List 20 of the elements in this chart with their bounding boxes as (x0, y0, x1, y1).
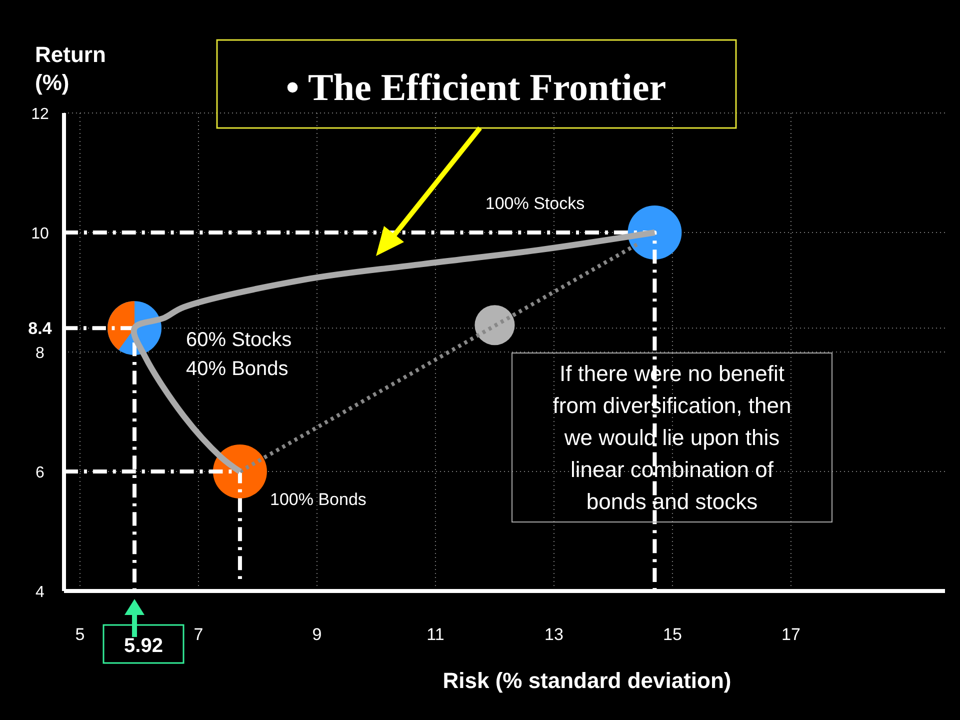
y-axis-title: Return (%) (35, 42, 106, 95)
y-tick-label: 8 (36, 345, 45, 362)
chart-title: • The Efficient Frontier (286, 67, 666, 109)
y-tick-label: 6 (36, 464, 45, 482)
annotation: 100% Stocks (485, 194, 585, 213)
x-tick-label: 17 (781, 625, 800, 644)
annotation: 100% Bonds (270, 490, 366, 509)
annotation: 60% Stocks 40% Bonds (186, 329, 292, 380)
x-tick-label: 7 (194, 625, 204, 644)
y-tick-label: 4 (36, 584, 45, 601)
y-tick-label: 10 (31, 226, 49, 242)
y-tick-label: 12 (31, 106, 49, 123)
x-tick-label: 9 (312, 625, 322, 644)
x-tick-label: 15 (663, 625, 682, 644)
x-tick-label: 5 (75, 625, 85, 644)
x-axis-title: Risk (% standard deviation) (442, 668, 732, 693)
y-tick-label: 8.4 (28, 319, 52, 338)
annotation: 5.92 (124, 635, 163, 657)
x-tick-label: 11 (426, 625, 444, 644)
x-tick-label: 13 (544, 625, 564, 644)
